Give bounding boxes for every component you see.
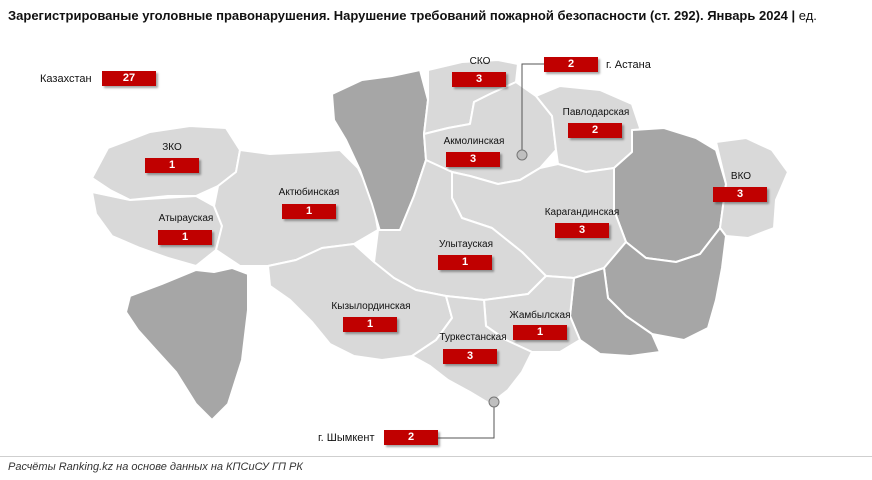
region-value-ulytau: 1 xyxy=(438,255,492,270)
region-value-zhambyl: 1 xyxy=(513,325,567,340)
title-text: Зарегистрированые уголовные правонарушен… xyxy=(8,8,788,23)
title-unit: ед. xyxy=(798,8,817,23)
region-value-akmola: 3 xyxy=(446,152,500,167)
city-value-astana: 2 xyxy=(544,57,598,72)
region-shape-mangystau xyxy=(125,267,249,421)
city-label-shymkent: г. Шымкент xyxy=(318,432,375,444)
shymkent-leader-line xyxy=(438,402,495,439)
total-value: 27 xyxy=(102,71,156,86)
region-value-pavlodar: 2 xyxy=(568,123,622,138)
region-label-aktobe: Актюбинская xyxy=(278,187,340,198)
region-label-turkestan: Туркестанская xyxy=(439,332,507,343)
region-label-zhambyl: Жамбылская xyxy=(509,310,571,321)
region-value-vko: 3 xyxy=(713,187,767,202)
region-label-sko: СКО xyxy=(469,56,491,67)
region-label-akmola: Акмолинская xyxy=(443,136,505,147)
region-label-atyrau: Атырауская xyxy=(158,213,214,224)
region-shape-atyrau[interactable] xyxy=(91,191,223,267)
region-value-sko: 3 xyxy=(452,72,506,87)
region-value-turkestan: 3 xyxy=(443,349,497,364)
region-value-aktobe: 1 xyxy=(282,204,336,219)
region-label-kyzylorda: Кызылординская xyxy=(331,301,411,312)
region-value-atyrau: 1 xyxy=(158,230,212,245)
region-label-karaganda: Карагандинская xyxy=(544,207,620,218)
footer-divider xyxy=(0,456,872,457)
region-label-vko: ВКО xyxy=(730,171,752,182)
astana-leader-line xyxy=(521,63,544,154)
shymkent-marker xyxy=(488,396,500,408)
region-label-ulytau: Улытауская xyxy=(438,239,494,250)
source-note: Расчёты Ranking.kz на основе данных на К… xyxy=(8,461,303,473)
region-value-zko: 1 xyxy=(145,158,199,173)
region-value-kyzylorda: 1 xyxy=(343,317,397,332)
region-value-karaganda: 3 xyxy=(555,223,609,238)
city-label-astana: г. Астана xyxy=(606,59,651,71)
astana-marker xyxy=(516,149,528,161)
total-label: Казахстан xyxy=(40,73,92,85)
region-label-pavlodar: Павлодарская xyxy=(562,107,630,118)
region-label-zko: ЗКО xyxy=(162,142,182,153)
city-value-shymkent: 2 xyxy=(384,430,438,445)
chart-title: Зарегистрированые уголовные правонарушен… xyxy=(8,8,817,23)
